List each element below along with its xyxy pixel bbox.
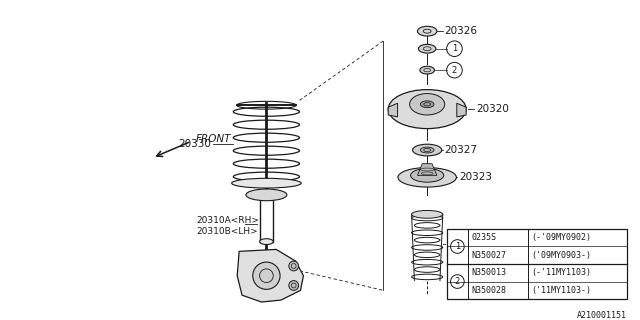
Text: FRONT: FRONT [195, 134, 231, 144]
Ellipse shape [419, 44, 436, 53]
Text: 1: 1 [455, 242, 460, 251]
Circle shape [253, 262, 280, 289]
Text: 20327: 20327 [445, 145, 477, 155]
Ellipse shape [420, 66, 435, 74]
Text: 20323: 20323 [460, 172, 492, 182]
Ellipse shape [420, 101, 434, 108]
Text: 2: 2 [455, 277, 460, 286]
Ellipse shape [412, 211, 443, 218]
Text: N350027: N350027 [471, 251, 506, 260]
Text: 20326: 20326 [445, 26, 477, 36]
Text: 20330: 20330 [178, 139, 211, 149]
Bar [447, 229, 627, 299]
Text: N350028: N350028 [471, 286, 506, 295]
Text: 20310B<LH>: 20310B<LH> [196, 228, 258, 236]
Text: 0235S: 0235S [471, 233, 496, 242]
Text: 20322: 20322 [447, 239, 479, 249]
Text: 20310A<RH>: 20310A<RH> [196, 216, 259, 225]
Text: (-'09MY0902): (-'09MY0902) [531, 233, 591, 242]
Text: 20320: 20320 [476, 104, 509, 114]
Polygon shape [417, 164, 437, 175]
Ellipse shape [398, 168, 456, 187]
Text: N350013: N350013 [471, 268, 506, 277]
Ellipse shape [411, 169, 444, 182]
Ellipse shape [260, 239, 273, 244]
Text: (-'11MY1103): (-'11MY1103) [531, 268, 591, 277]
Ellipse shape [246, 189, 287, 201]
Ellipse shape [260, 190, 273, 196]
Ellipse shape [417, 26, 437, 36]
Text: A210001151: A210001151 [577, 311, 627, 320]
Polygon shape [388, 103, 397, 117]
Polygon shape [457, 103, 466, 117]
Polygon shape [237, 249, 303, 302]
Ellipse shape [420, 147, 434, 153]
Text: 1: 1 [452, 44, 457, 53]
Circle shape [289, 261, 299, 271]
Circle shape [289, 281, 299, 290]
Text: ('11MY1103-): ('11MY1103-) [531, 286, 591, 295]
Ellipse shape [388, 90, 466, 129]
Ellipse shape [410, 93, 445, 115]
Ellipse shape [413, 144, 442, 156]
Text: ('09MY0903-): ('09MY0903-) [531, 251, 591, 260]
Text: 2: 2 [452, 66, 457, 75]
Ellipse shape [232, 178, 301, 188]
